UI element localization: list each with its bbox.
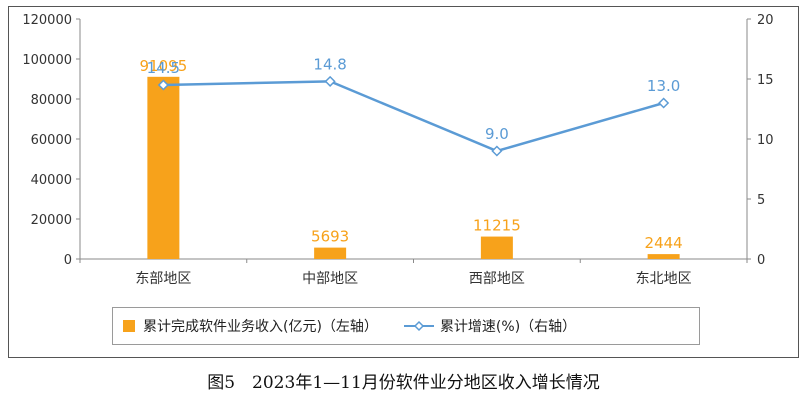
bar-data-label: 5693 <box>311 228 349 246</box>
x-axis-category-label: 中部地区 <box>302 271 358 287</box>
line-point <box>324 75 336 87</box>
bar-data-label: 2444 <box>645 234 683 252</box>
right-axis-tick-label: 0 <box>757 253 765 268</box>
line-point <box>157 79 169 91</box>
bar <box>647 254 680 259</box>
legend-bar-swatch <box>123 320 135 332</box>
bar-data-label: 91095 <box>140 57 188 75</box>
left-axis-tick-label: 60000 <box>31 133 72 148</box>
bar <box>147 76 180 259</box>
legend-item-line: 累计增速(%)（右轴） <box>403 316 577 336</box>
line-data-label: 14.5 <box>147 59 180 77</box>
line-data-label: 9.0 <box>485 125 509 143</box>
left-axis-tick-label: 40000 <box>31 173 72 188</box>
legend-line-swatch <box>403 319 434 333</box>
x-axis-category-label: 东部地区 <box>135 271 191 287</box>
right-axis-tick-label: 10 <box>757 133 774 148</box>
right-axis-tick-label: 20 <box>757 13 774 28</box>
chart-legend: 累计完成软件业务收入(亿元)（左轴） 累计增速(%)（右轴） <box>112 307 700 345</box>
bar <box>314 247 347 259</box>
right-axis-tick-label: 15 <box>757 73 774 88</box>
line-point <box>658 97 670 109</box>
line-point <box>491 145 503 157</box>
bar <box>480 236 513 259</box>
left-axis-tick-label: 20000 <box>31 213 72 228</box>
left-axis-tick-label: 100000 <box>22 53 72 68</box>
growth-line <box>163 80 664 153</box>
left-axis-tick-label: 120000 <box>22 13 72 28</box>
legend-bar-label: 累计完成软件业务收入(亿元)（左轴） <box>143 319 378 335</box>
bar-data-label: 11215 <box>473 217 521 235</box>
left-axis-tick-label: 0 <box>64 253 72 268</box>
x-axis-category-label: 东北地区 <box>636 271 692 287</box>
chart-frame <box>8 6 799 358</box>
figure-caption: 图5 2023年1—11月份软件业分地区收入增长情况 <box>207 373 600 393</box>
legend-line-label: 累计增速(%)（右轴） <box>439 319 577 335</box>
legend-item-bar: 累计完成软件业务收入(亿元)（左轴） <box>123 316 378 336</box>
line-data-label: 13.0 <box>647 77 680 95</box>
right-axis-tick-label: 5 <box>757 193 765 208</box>
left-axis-tick-label: 80000 <box>31 93 72 108</box>
x-axis-category-label: 西部地区 <box>469 271 525 287</box>
line-data-label: 14.8 <box>313 55 346 73</box>
